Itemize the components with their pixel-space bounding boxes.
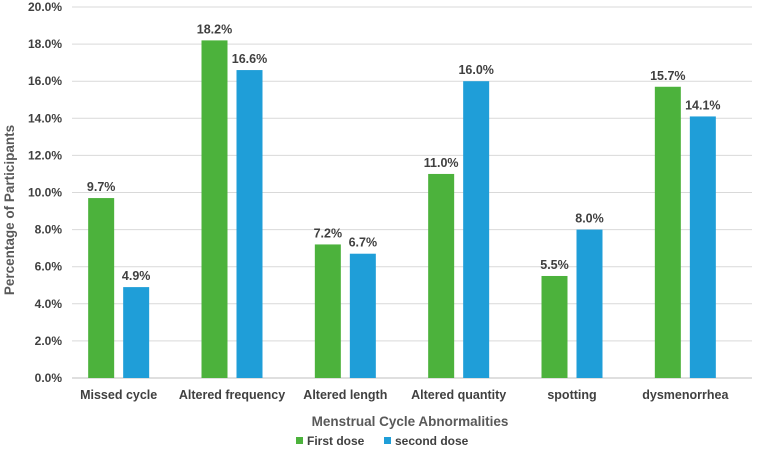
- legend-label: second dose: [395, 434, 469, 448]
- x-category-label: Altered frequency: [179, 388, 285, 402]
- bar: [689, 116, 716, 378]
- bar: [541, 275, 568, 378]
- legend-label: First dose: [307, 434, 365, 448]
- data-label: 7.2%: [314, 226, 343, 240]
- y-tick-label: 18.0%: [28, 37, 62, 51]
- y-tick-label: 20.0%: [28, 0, 62, 14]
- y-tick-label: 16.0%: [28, 74, 62, 88]
- data-label: 16.6%: [232, 52, 267, 66]
- bar: [576, 229, 603, 378]
- data-label: 11.0%: [424, 156, 459, 170]
- x-axis-categories: Missed cycle Altered frequency Altered len…: [80, 388, 729, 402]
- bar: [349, 253, 376, 378]
- x-category-label: Missed cycle: [80, 388, 157, 402]
- legend-swatch: [384, 437, 391, 444]
- bar: [88, 198, 115, 378]
- bars: [88, 40, 716, 378]
- data-label: 5.5%: [540, 258, 569, 272]
- y-axis-title: Percentage of Participants: [2, 125, 17, 295]
- y-tick-label: 6.0%: [35, 260, 63, 274]
- y-tick-label: 8.0%: [35, 223, 63, 237]
- y-tick-label: 12.0%: [28, 148, 62, 162]
- bar: [123, 287, 150, 378]
- bar: [463, 81, 490, 378]
- data-label: 4.9%: [122, 269, 151, 283]
- data-label: 6.7%: [349, 236, 378, 250]
- bar: [236, 70, 263, 378]
- legend-swatch: [296, 437, 303, 444]
- legend: First dose second dose: [296, 434, 469, 448]
- data-labels: 9.7% 4.9% 18.2% 16.6% 7.2% 6.7% 11.0% 16.0% 5.5%…: [87, 22, 721, 283]
- x-axis-title: Menstrual Cycle Abnormalities: [312, 414, 509, 429]
- bar: [314, 244, 341, 378]
- bar: [201, 40, 228, 378]
- gridlines: [72, 6, 752, 379]
- data-label: 15.7%: [650, 69, 685, 83]
- x-category-label: spotting: [547, 388, 596, 402]
- x-category-label: dysmenorrhea: [642, 388, 729, 402]
- data-label: 18.2%: [197, 22, 232, 36]
- bar: [654, 86, 681, 378]
- y-tick-label: 4.0%: [35, 297, 63, 311]
- y-tick-label: 2.0%: [35, 334, 63, 348]
- bar: [428, 173, 455, 378]
- data-label: 16.0%: [458, 63, 493, 77]
- y-tick-label: 10.0%: [28, 186, 62, 200]
- data-label: 14.1%: [685, 98, 720, 112]
- data-label: 8.0%: [575, 212, 604, 226]
- y-axis-ticks: 0.0% 2.0% 4.0% 6.0% 8.0% 10.0% 12.0% 14.0% 16.0%…: [28, 0, 62, 385]
- y-tick-label: 0.0%: [35, 371, 63, 385]
- data-label: 9.7%: [87, 180, 116, 194]
- y-tick-label: 14.0%: [28, 111, 62, 125]
- x-category-label: Altered length: [303, 388, 387, 402]
- x-category-label: Altered quantity: [411, 388, 506, 402]
